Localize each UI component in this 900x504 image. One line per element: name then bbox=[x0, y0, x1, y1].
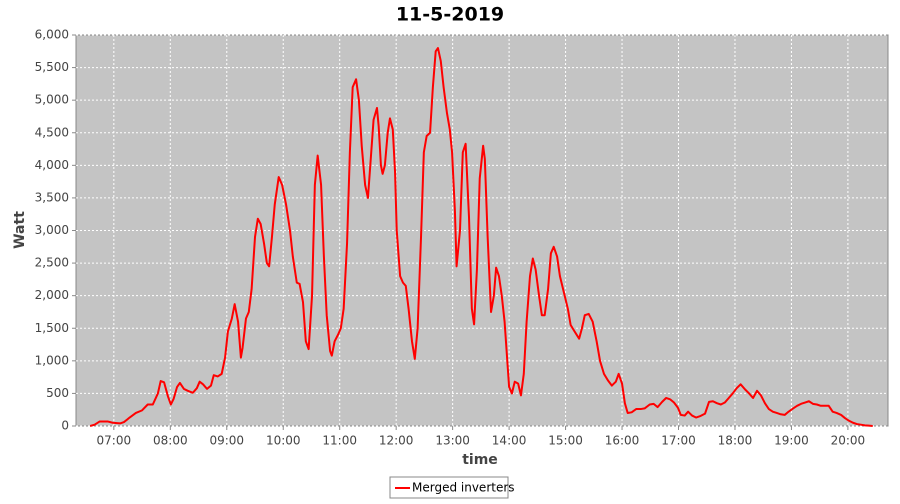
legend-label: Merged inverters bbox=[412, 481, 515, 495]
y-tick-label: 6,000 bbox=[35, 28, 69, 42]
x-tick-label: 18:00 bbox=[718, 434, 753, 448]
x-tick-label: 15:00 bbox=[548, 434, 583, 448]
y-tick-label: 0 bbox=[61, 419, 69, 433]
y-tick-label: 3,000 bbox=[35, 223, 69, 237]
x-tick-label: 08:00 bbox=[153, 434, 188, 448]
legend-box bbox=[389, 476, 509, 499]
x-tick-label: 13:00 bbox=[435, 434, 470, 448]
y-tick-label: 2,500 bbox=[35, 256, 69, 270]
x-tick-label: 19:00 bbox=[774, 434, 809, 448]
x-axis-label: time bbox=[462, 452, 498, 468]
x-tick-label: 14:00 bbox=[492, 434, 527, 448]
x-tick-label: 10:00 bbox=[266, 434, 301, 448]
x-tick-label: 20:00 bbox=[831, 434, 866, 448]
y-tick-label: 5,500 bbox=[35, 60, 69, 74]
x-tick-label: 09:00 bbox=[209, 434, 244, 448]
y-tick-label: 4,500 bbox=[35, 125, 69, 139]
x-tick-label: 16:00 bbox=[605, 434, 640, 448]
chart-title: 11-5-2019 bbox=[396, 4, 504, 26]
y-tick-label: 5,000 bbox=[35, 93, 69, 107]
x-tick-label: 12:00 bbox=[379, 434, 414, 448]
x-tick-label: 07:00 bbox=[97, 434, 132, 448]
x-tick-label: 17:00 bbox=[661, 434, 696, 448]
y-tick-label: 1,500 bbox=[35, 321, 69, 335]
y-tick-label: 3,500 bbox=[35, 190, 69, 204]
y-tick-label: 500 bbox=[46, 386, 69, 400]
legend: Merged inverters bbox=[389, 476, 515, 499]
y-tick-label: 2,000 bbox=[35, 288, 69, 302]
y-tick-label: 1,000 bbox=[35, 353, 69, 367]
x-tick-label: 11:00 bbox=[322, 434, 357, 448]
y-axis-label: Watt bbox=[12, 211, 28, 249]
data-line bbox=[89, 47, 873, 427]
y-tick-label: 4,000 bbox=[35, 158, 69, 172]
